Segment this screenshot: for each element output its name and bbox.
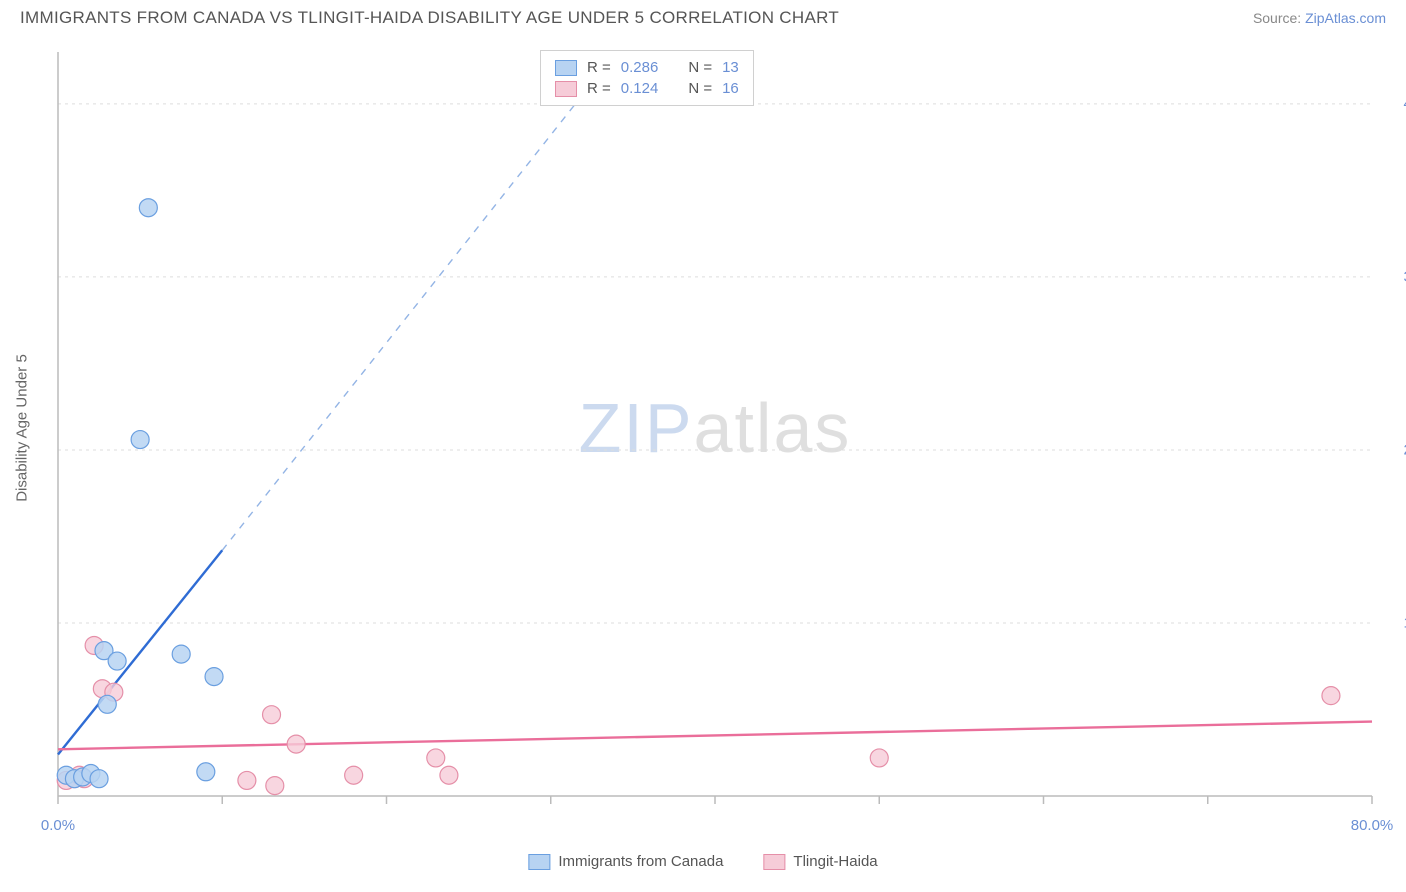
legend-stats-box: R = 0.286 N = 13 R = 0.124 N = 16 [540, 50, 754, 106]
n-value-1: 13 [722, 59, 739, 76]
r-label: R = [587, 80, 611, 97]
r-value-2: 0.124 [621, 80, 659, 97]
chart-header: IMMIGRANTS FROM CANADA VS TLINGIT-HAIDA … [0, 0, 1406, 32]
r-value-1: 0.286 [621, 59, 659, 76]
swatch-series-1 [555, 60, 577, 76]
chart-source: Source: ZipAtlas.com [1253, 10, 1386, 26]
swatch-series-2 [763, 854, 785, 870]
chart-title: IMMIGRANTS FROM CANADA VS TLINGIT-HAIDA … [20, 8, 839, 28]
chart-area: Disability Age Under 5 ZIPatlas R = 0.28… [50, 48, 1380, 808]
r-label: R = [587, 59, 611, 76]
x-tick-label: 80.0% [1351, 817, 1394, 834]
legend-item-2: Tlingit-Haida [763, 853, 877, 870]
source-prefix: Source: [1253, 10, 1305, 26]
n-value-2: 16 [722, 80, 739, 97]
scatter-plot [50, 48, 1380, 808]
legend-item-1: Immigrants from Canada [528, 853, 723, 870]
legend-stats-row-1: R = 0.286 N = 13 [555, 57, 739, 78]
n-label: N = [688, 59, 712, 76]
legend-stats-row-2: R = 0.124 N = 16 [555, 78, 739, 99]
y-axis-label: Disability Age Under 5 [14, 354, 31, 502]
legend-label-1: Immigrants from Canada [558, 853, 723, 870]
legend-label-2: Tlingit-Haida [793, 853, 877, 870]
swatch-series-2 [555, 81, 577, 97]
source-link[interactable]: ZipAtlas.com [1305, 10, 1386, 26]
bottom-legend: Immigrants from Canada Tlingit-Haida [528, 853, 877, 870]
x-tick-label: 0.0% [41, 817, 75, 834]
n-label: N = [688, 80, 712, 97]
swatch-series-1 [528, 854, 550, 870]
